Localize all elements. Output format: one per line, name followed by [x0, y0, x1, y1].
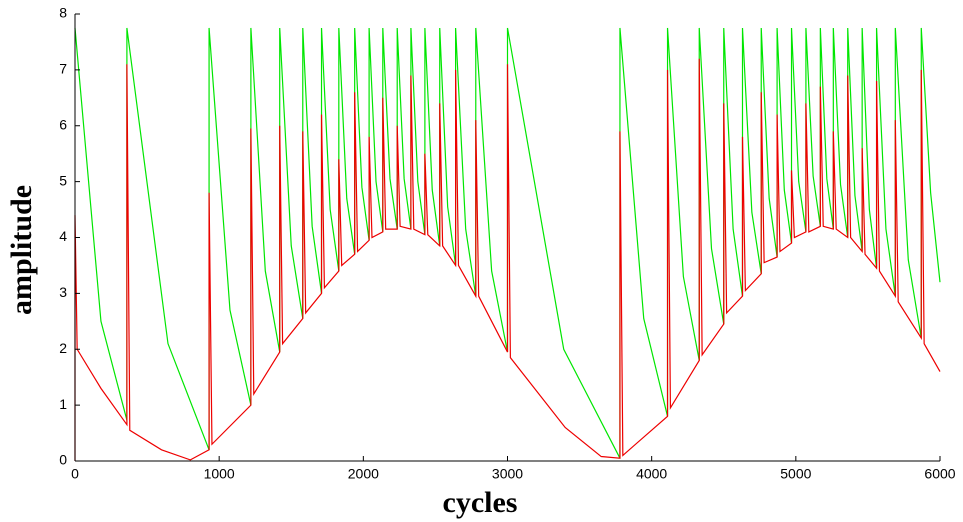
y-tick-label: 3: [59, 284, 67, 300]
y-tick-label: 6: [59, 116, 67, 132]
x-tick-label: 3000: [492, 466, 523, 482]
series-line: [74, 58, 941, 461]
y-tick-label: 1: [59, 396, 67, 412]
y-tick-label: 2: [59, 340, 67, 356]
x-tick-label: 2000: [348, 466, 379, 482]
x-axis-label: cycles: [443, 486, 518, 519]
y-tick-label: 4: [59, 228, 67, 244]
y-tick-label: 7: [59, 61, 67, 77]
y-axis-label: amplitude: [5, 185, 38, 315]
x-tick-label: 1000: [204, 466, 235, 482]
x-tick-label: 4000: [636, 466, 667, 482]
x-tick-label: 6000: [924, 466, 955, 482]
x-tick-label: 5000: [780, 466, 811, 482]
x-tick-label: 0: [71, 466, 79, 482]
y-tick-label: 5: [59, 172, 67, 188]
y-tick-label: 8: [59, 5, 67, 21]
y-tick-label: 0: [59, 452, 67, 468]
